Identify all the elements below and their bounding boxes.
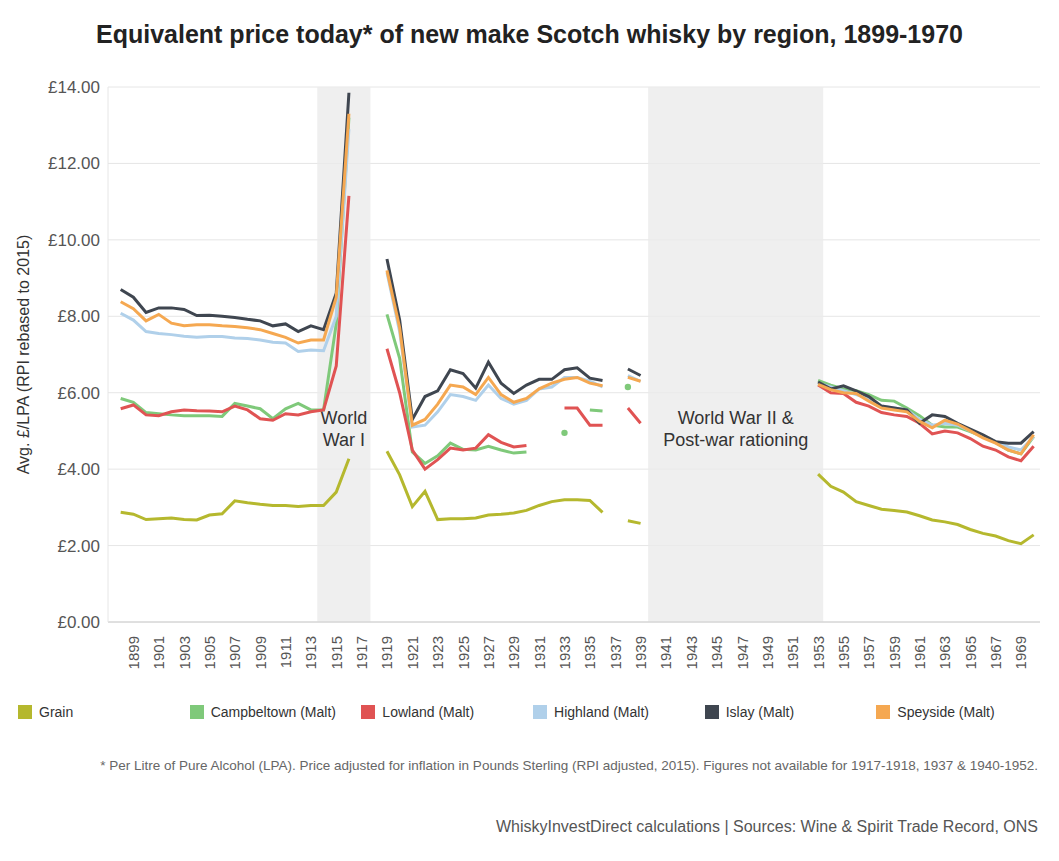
- svg-text:1943: 1943: [683, 636, 700, 669]
- svg-text:1937: 1937: [607, 636, 624, 669]
- svg-text:1909: 1909: [252, 636, 269, 669]
- svg-text:1957: 1957: [860, 636, 877, 669]
- html-text:WhiskyInvestDirect calculation: WhiskyInvestDirect calculations | Source…: [495, 818, 1038, 835]
- html-text:Islay (Malt): Islay (Malt): [725, 704, 795, 720]
- svg-text:1969: 1969: [1012, 636, 1029, 669]
- svg-text:£2.00: £2.00: [57, 537, 100, 556]
- svg-text:£0.00: £0.00: [57, 613, 100, 632]
- svg-text:1949: 1949: [759, 636, 776, 669]
- svg-text:1931: 1931: [531, 636, 548, 669]
- html-text:* Per Litre of Pure Alcohol (L: * Per Litre of Pure Alcohol (LPA). Price…: [100, 758, 1038, 773]
- svg-text:1927: 1927: [480, 636, 497, 669]
- svg-text:1965: 1965: [962, 636, 979, 669]
- svg-text:1905: 1905: [201, 636, 218, 669]
- html-text:Speyside (Malt): Speyside (Malt): [897, 704, 995, 720]
- svg-text:1907: 1907: [226, 636, 243, 669]
- svg-text:1963: 1963: [936, 636, 953, 669]
- svg-text:1925: 1925: [455, 636, 472, 669]
- svg-text:1951: 1951: [784, 636, 801, 669]
- svg-text:1959: 1959: [886, 636, 903, 669]
- svg-text:1901: 1901: [150, 636, 167, 669]
- svg-text:1947: 1947: [734, 636, 751, 669]
- html-text:Equivalent price today* of new: Equivalent price today* of new make Scot…: [96, 20, 963, 48]
- svg-text:1919: 1919: [378, 636, 395, 669]
- svg-text:£12.00: £12.00: [48, 154, 100, 173]
- svg-text:£14.00: £14.00: [48, 78, 100, 97]
- svg-text:World War II &Post-war rationi: World War II &Post-war rationing: [663, 408, 808, 450]
- svg-text:1955: 1955: [835, 636, 852, 669]
- svg-text:£6.00: £6.00: [57, 384, 100, 403]
- html-text:Lowland (Malt): Lowland (Malt): [382, 704, 475, 720]
- svg-text:1911: 1911: [277, 636, 294, 668]
- svg-text:£4.00: £4.00: [57, 460, 100, 479]
- svg-text:1961: 1961: [911, 636, 928, 669]
- svg-text:1967: 1967: [987, 636, 1004, 669]
- svg-text:1935: 1935: [581, 636, 598, 669]
- svg-text:1939: 1939: [632, 636, 649, 669]
- svg-text:1899: 1899: [125, 636, 142, 669]
- svg-text:1915: 1915: [328, 636, 345, 669]
- svg-text:1953: 1953: [810, 636, 827, 669]
- html-text:Highland (Malt): Highland (Malt): [554, 704, 649, 720]
- svg-text:£8.00: £8.00: [57, 307, 100, 326]
- svg-text:1923: 1923: [429, 636, 446, 669]
- html-text:Grain: Grain: [39, 704, 74, 720]
- html-text:Campbeltown (Malt): Campbeltown (Malt): [210, 704, 336, 720]
- svg-text:1933: 1933: [556, 636, 573, 669]
- svg-text:WorldWar I: WorldWar I: [321, 408, 368, 450]
- svg-text:Avg. £/LPA (RPI rebased to 201: Avg. £/LPA (RPI rebased to 2015): [15, 235, 32, 475]
- svg-text:1921: 1921: [404, 636, 421, 669]
- svg-text:1917: 1917: [353, 636, 370, 669]
- svg-text:1903: 1903: [176, 636, 193, 669]
- svg-text:1913: 1913: [302, 636, 319, 669]
- svg-text:1941: 1941: [657, 636, 674, 669]
- svg-text:1929: 1929: [505, 636, 522, 669]
- svg-text:£10.00: £10.00: [48, 231, 100, 250]
- svg-text:1945: 1945: [708, 636, 725, 669]
